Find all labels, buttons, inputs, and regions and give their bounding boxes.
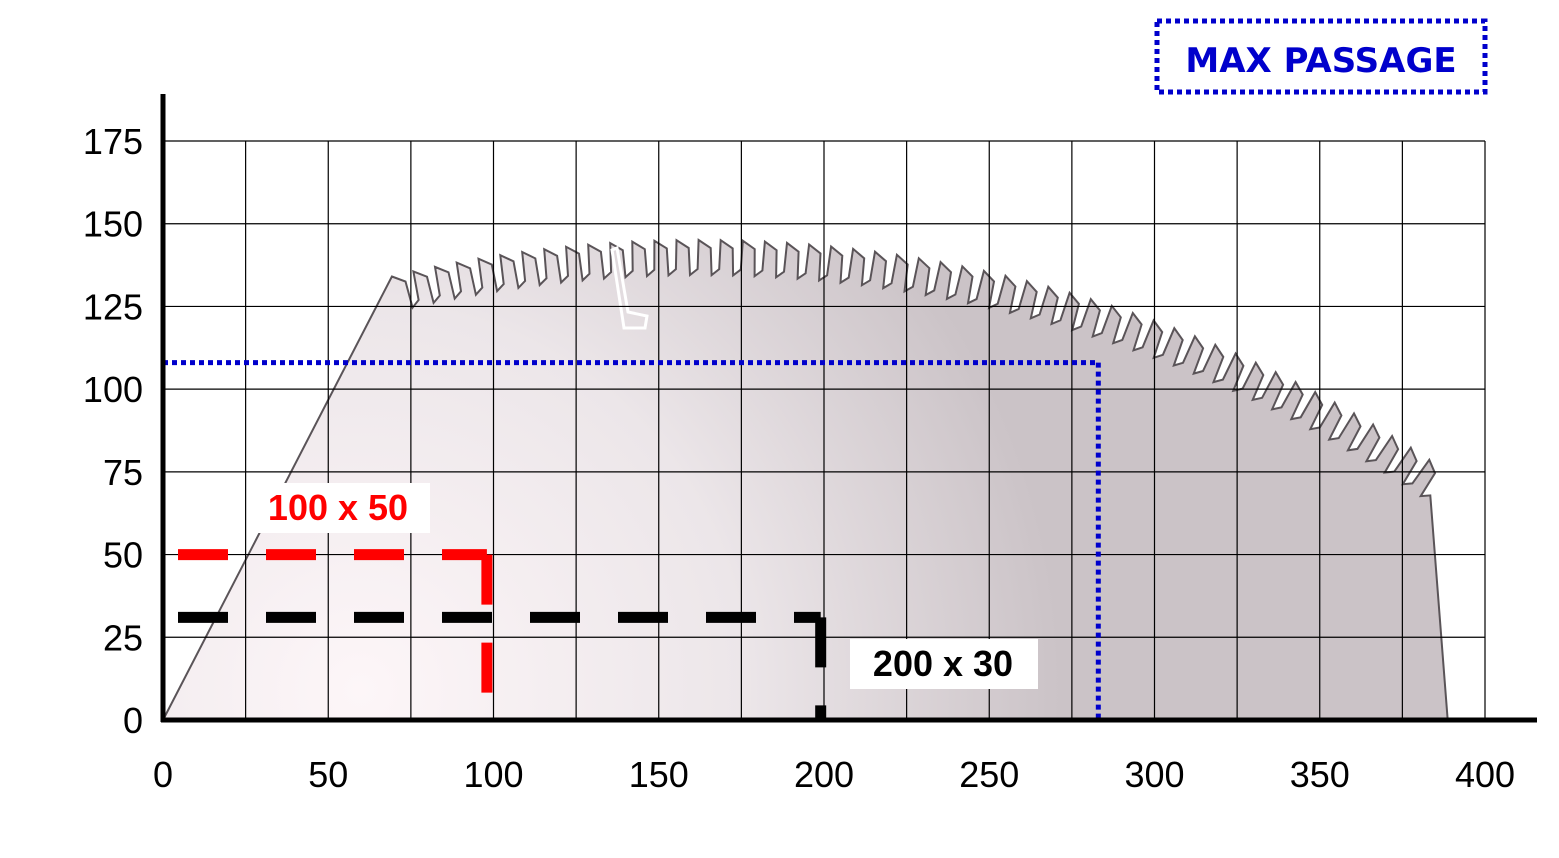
y-tick-label: 25 xyxy=(103,617,143,658)
y-tick-label: 150 xyxy=(83,204,143,245)
legend-box xyxy=(1154,18,1488,95)
x-tick-label: 150 xyxy=(629,754,689,795)
saw-blade-image xyxy=(161,238,1449,721)
x-tick-label: 0 xyxy=(153,754,173,795)
legend-label: MAX PASSAGE xyxy=(1185,41,1456,81)
y-tick-label: 50 xyxy=(103,535,143,576)
cut-2-label: 200 x 30 xyxy=(873,643,1013,684)
x-tick-label: 100 xyxy=(463,754,523,795)
x-tick-label: 200 xyxy=(794,754,854,795)
blade-expansion-slot xyxy=(610,245,649,330)
cut-labels: 100 x 50 200 x 30 xyxy=(248,483,1038,689)
y-tick-label: 100 xyxy=(83,369,143,410)
y-tick-label: 125 xyxy=(83,286,143,327)
x-tick-label: 300 xyxy=(1124,754,1184,795)
cut-rectangles xyxy=(178,549,827,720)
saw-blade-body xyxy=(161,238,1449,721)
x-tick-label: 400 xyxy=(1455,754,1515,795)
axes xyxy=(160,94,1537,723)
y-tick-labels: 0 25 50 75 100 125 150 175 xyxy=(83,121,143,741)
x-tick-labels: 0 50 100 150 200 250 300 350 400 xyxy=(153,754,1515,795)
cut-2-label-background xyxy=(850,639,1038,689)
x-tick-label: 250 xyxy=(959,754,1019,795)
max-passage-lines xyxy=(163,360,1101,720)
cut-1-label: 100 x 50 xyxy=(268,487,408,528)
y-tick-label: 0 xyxy=(123,700,143,741)
x-tick-label: 50 xyxy=(308,754,348,795)
y-tick-label: 75 xyxy=(103,452,143,493)
cut-1-label-background xyxy=(248,483,430,533)
x-tick-label: 350 xyxy=(1290,754,1350,795)
y-tick-label: 175 xyxy=(83,121,143,162)
legend: MAX PASSAGE xyxy=(1154,18,1488,95)
